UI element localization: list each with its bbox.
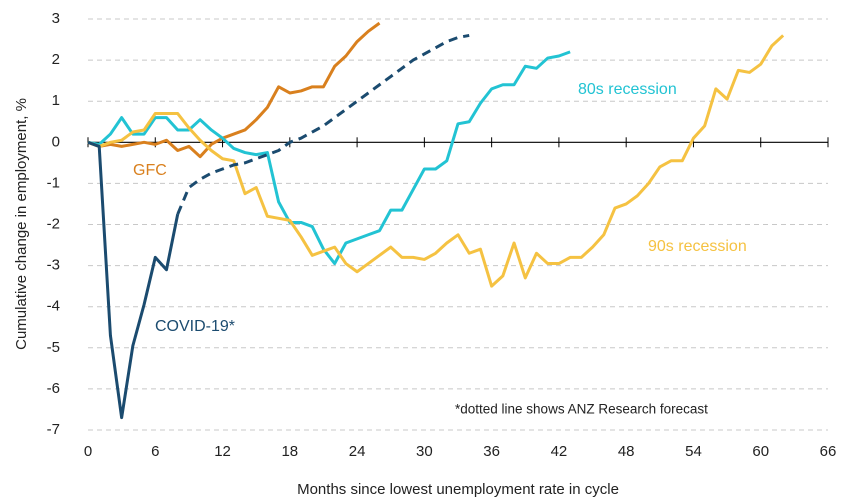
x-tick-label: 48 [618, 443, 635, 460]
x-tick-label: 24 [349, 443, 366, 460]
annotation: *dotted line shows ANZ Research forecast [455, 402, 708, 417]
series-line [176, 33, 470, 215]
y-tick-label: 0 [52, 133, 60, 150]
y-tick-label: -4 [47, 298, 60, 315]
x-tick-label: 36 [483, 443, 500, 460]
y-tick-label: -3 [47, 257, 60, 274]
y-tick-label: -5 [47, 339, 60, 356]
series-label: COVID-19* [155, 318, 235, 335]
series-line [87, 50, 571, 266]
y-tick-label: -2 [47, 215, 60, 232]
series-label: GFC [133, 162, 167, 179]
x-tick-label: 6 [151, 443, 159, 460]
x-tick-label: 18 [281, 443, 298, 460]
x-tick-label: 54 [685, 443, 702, 460]
series-line [87, 21, 381, 159]
y-tick-label: -1 [47, 174, 60, 191]
x-axis-label: Months since lowest unemployment rate in… [297, 481, 619, 498]
x-tick-label: 60 [752, 443, 769, 460]
y-tick-label: 1 [52, 92, 60, 109]
x-tick-label: 0 [84, 443, 92, 460]
x-tick-label: 30 [416, 443, 433, 460]
x-tick-label: 66 [820, 443, 837, 460]
x-tick-label: 12 [214, 443, 231, 460]
y-tick-label: -7 [47, 421, 60, 438]
series-label: 90s recession [648, 238, 747, 255]
y-tick-label: 3 [52, 10, 60, 27]
y-axis-label: Cumulative change in employment, % [13, 98, 30, 350]
x-tick-label: 42 [551, 443, 568, 460]
series-line [87, 140, 180, 420]
series-label: 80s recession [578, 81, 677, 98]
series-line [87, 34, 785, 288]
y-tick-label: 2 [52, 51, 60, 68]
y-tick-label: -6 [47, 380, 60, 397]
